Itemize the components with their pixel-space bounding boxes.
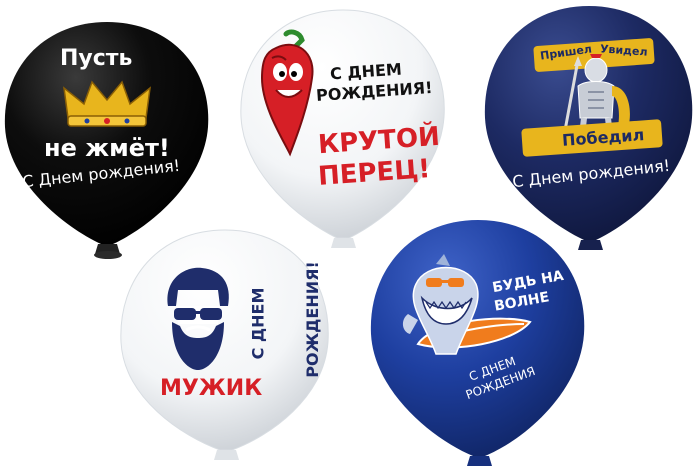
black-crown-balloon: Пусть не жмёт! С Днем рождения!: [0, 12, 215, 262]
balloon-shape: [4, 22, 209, 259]
navy-gladiator-balloon: Пришел Увидел Победил С Днем рождения!: [478, 0, 700, 258]
shark-icon: [396, 254, 492, 360]
crown-icon: [62, 78, 152, 130]
white-beard-balloon: С ДНЕМ РОЖДЕНИЯ! МУЖИК: [114, 224, 336, 474]
balloon-text-bottom: МУЖИК: [160, 376, 263, 401]
bearded-man-icon: [160, 266, 236, 372]
chili-pepper-icon: [256, 28, 320, 158]
white-pepper-balloon: С ДНЕМ РОЖДЕНИЯ! КРУТОЙ ПЕРЕЦ!: [234, 2, 452, 252]
beard-vertical-1: С ДНЕМ: [248, 287, 268, 360]
balloon-text-middle: не жмёт!: [44, 134, 170, 162]
blue-shark-balloon: БУДЬ НА ВОЛНЕ С ДНЕМ РОЖДЕНИЯ: [364, 214, 592, 474]
beard-vertical-2: РОЖДЕНИЯ!: [302, 261, 322, 378]
balloon-text-top: Пусть: [60, 46, 133, 71]
